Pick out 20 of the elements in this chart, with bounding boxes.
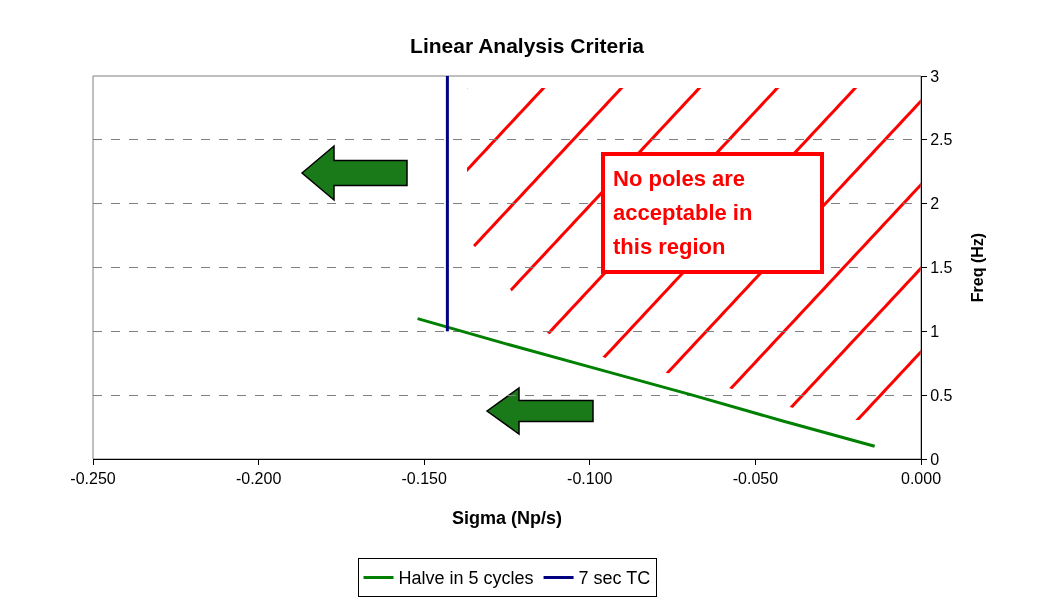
x-axis-title: Sigma (Np/s)	[451, 508, 563, 529]
y-tick-label: 0	[930, 450, 940, 468]
x-tick-label: 0.000	[900, 470, 942, 488]
line-series	[416, 317, 877, 448]
y-tick-label: 3	[930, 67, 940, 85]
y-tick-label: 1	[930, 322, 940, 340]
x-tick-label: -0.100	[567, 470, 613, 488]
y-tick-label: 2	[930, 195, 940, 213]
x-tick-label: -0.150	[401, 470, 447, 488]
y-tick-label: 2.5	[930, 131, 953, 149]
legend-label: 7 sec TC	[578, 568, 651, 589]
y-tick-label: 0.5	[930, 386, 953, 404]
legend-label: Halve in 5 cycles	[398, 568, 534, 589]
x-tick-label: -0.250	[70, 470, 116, 488]
note-box: No poles are acceptable in this region	[601, 152, 824, 274]
y-axis-title: Freq (Hz)	[969, 232, 987, 303]
y-tick-label: 1.5	[930, 259, 953, 277]
x-tick-label: -0.050	[732, 470, 779, 488]
chart-title: Linear Analysis Criteria	[410, 34, 645, 58]
x-tick-label: -0.200	[235, 470, 282, 488]
